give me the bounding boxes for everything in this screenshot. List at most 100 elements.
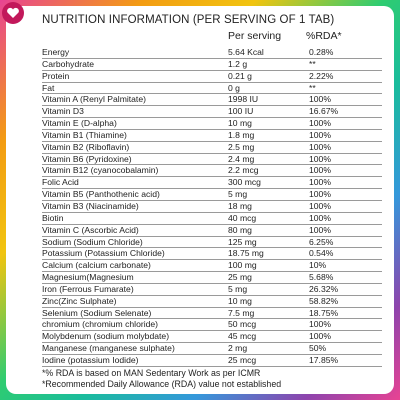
- table-row: Vitamin C (Ascorbic Acid) 80 mg 100%: [42, 225, 382, 237]
- table-row: Magnesium(Magnesium 25 mg 5.68%: [42, 272, 382, 284]
- per-serving-value: 80 mg: [228, 224, 252, 235]
- per-serving-value: 25 mg: [228, 272, 252, 283]
- rda-percent: 100%: [309, 200, 331, 211]
- rda-percent: 100%: [309, 129, 331, 140]
- rda-percent: 100%: [309, 94, 331, 105]
- rda-percent: 100%: [309, 331, 331, 342]
- per-serving-value: 0.21 g: [228, 70, 252, 81]
- per-serving-value: 40 mcg: [228, 212, 257, 223]
- nutrient-name: Vitamin B5 (Panthothenic acid): [42, 189, 160, 200]
- rda-percent: 2.22%: [309, 70, 334, 81]
- table-row: chromium (chromium chloride) 50 mcg 100%: [42, 319, 382, 332]
- per-serving-value: 10 mg: [228, 295, 252, 306]
- table-row: Manganese (manganese sulphate) 2 mg 50%: [42, 343, 382, 355]
- nutrient-name: Vitamin B1 (Thiamine): [42, 129, 127, 140]
- table-row: Potassium (Potassium Chloride) 18.75 mg 0.…: [42, 248, 382, 261]
- nutrient-name: Carbohydrate: [42, 58, 95, 69]
- nutrient-name: Vitamin B6 (Pyridoxine): [42, 153, 132, 164]
- rda-percent: 100%: [309, 177, 331, 188]
- nutrient-name: Folic Acid: [42, 177, 79, 188]
- table-row: Vitamin B6 (Pyridoxine) 2.4 mg 100%: [42, 154, 382, 166]
- rda-percent: 16.67%: [309, 106, 339, 117]
- rda-percent: 100%: [309, 319, 331, 330]
- rda-percent: 17.85%: [309, 354, 339, 365]
- table-row: Vitamin B2 (Riboflavin) 2.5 mg 100%: [42, 142, 382, 154]
- rda-percent: 50%: [309, 343, 327, 354]
- table-row: Vitamin D3 100 IU 16.67%: [42, 106, 382, 119]
- per-serving-value: 18 mg: [228, 200, 252, 211]
- nutrient-name: Energy: [42, 47, 70, 57]
- per-serving-value: 5 mg: [228, 283, 248, 294]
- table-row: Molybdenum (sodium molybdate) 45 mcg 100%: [42, 331, 382, 344]
- nutrient-name: Protein: [42, 70, 70, 81]
- per-serving-value: 7.5 mg: [228, 307, 255, 318]
- table-row: Protein 0.21 g 2.22%: [42, 71, 382, 83]
- rda-percent: **: [309, 82, 316, 93]
- table-row: Vitamin B3 (Niacinamide) 18 mg 100%: [42, 201, 382, 213]
- column-header-row: Per serving %RDA*: [42, 30, 382, 44]
- rda-percent: 10%: [309, 260, 327, 271]
- table-title: NUTRITION INFORMATION (PER SERVING OF 1 …: [42, 14, 335, 26]
- rda-percent: 100%: [309, 118, 331, 129]
- rda-percent: 100%: [309, 153, 331, 164]
- table-row: Vitamin B1 (Thiamine) 1.8 mg 100%: [42, 130, 382, 142]
- table-row: Vitamin A (Renyl Palmitate) 1998 IU 100%: [42, 94, 382, 107]
- nutrient-name: Zinc(Zinc Sulphate): [42, 295, 117, 306]
- per-serving-value: 25 mcg: [228, 354, 257, 365]
- rda-percent: 100%: [309, 141, 331, 152]
- rda-percent: 6.25%: [309, 236, 334, 247]
- per-serving-value: 2.5 mg: [228, 141, 255, 152]
- column-header-serving: Per serving: [228, 30, 282, 42]
- per-serving-value: 2 mg: [228, 343, 248, 354]
- rda-percent: 18.75%: [309, 307, 339, 318]
- heart-icon: [7, 7, 19, 18]
- nutrient-name: Iodine (potassium Iodide): [42, 354, 139, 365]
- rda-percent: 100%: [309, 189, 331, 200]
- nutrition-panel: NUTRITION INFORMATION (PER SERVING OF 1 …: [6, 6, 394, 394]
- nutrient-name: Potassium (Potassium Chloride): [42, 248, 165, 259]
- rda-percent: 0.28%: [309, 47, 334, 57]
- per-serving-value: 10 mg: [228, 118, 252, 129]
- per-serving-value: 100 IU: [228, 106, 254, 117]
- per-serving-value: 100 mg: [228, 260, 257, 271]
- nutrient-name: Vitamin A (Renyl Palmitate): [42, 94, 146, 105]
- table-row: Biotin 40 mcg 100%: [42, 213, 382, 225]
- per-serving-value: 18.75 mg: [228, 248, 264, 259]
- footnote-rda-not-established: *Recommended Daily Allowance (RDA) value…: [42, 379, 282, 389]
- per-serving-value: 2.2 mcg: [228, 165, 259, 176]
- nutrient-name: Vitamin B3 (Niacinamide): [42, 200, 139, 211]
- table-row: Vitamin B5 (Panthothenic acid) 5 mg 100%: [42, 189, 382, 201]
- nutrient-name: chromium (chromium chloride): [42, 319, 159, 330]
- rda-percent: 26.32%: [309, 283, 339, 294]
- per-serving-value: 2.4 mg: [228, 153, 255, 164]
- table-row: Calcium (calcium carbonate) 100 mg 10%: [42, 260, 382, 273]
- nutrition-table: Energy 5.64 Kcal 0.28% Carbohydrate 1.2 g ** P…: [42, 47, 382, 367]
- nutrient-name: Vitamin B12 (cyanocobalamin): [42, 165, 159, 176]
- per-serving-value: 1.2 g: [228, 58, 248, 69]
- nutrient-name: Vitamin B2 (Riboflavin): [42, 141, 130, 152]
- rda-percent: 58.82%: [309, 295, 339, 306]
- rda-percent: 0.54%: [309, 248, 334, 259]
- table-row: Sodium (Sodium Chloride) 125 mg 6.25%: [42, 237, 382, 249]
- nutrient-name: Magnesium(Magnesium: [42, 272, 134, 283]
- table-row: Selenium (Sodium Selenate) 7.5 mg 18.75%: [42, 308, 382, 320]
- nutrient-name: Vitamin D3: [42, 106, 84, 117]
- column-header-rda: %RDA*: [306, 30, 342, 42]
- footnotes: *% RDA is based on MAN Sedentary Work as…: [42, 368, 386, 390]
- table-row: Fat 0 g **: [42, 83, 382, 95]
- nutrient-name: Calcium (calcium carbonate): [42, 260, 151, 271]
- nutrient-name: Selenium (Sodium Selenate): [42, 307, 152, 318]
- nutrient-name: Vitamin E (D-alpha): [42, 118, 117, 129]
- per-serving-value: 5 mg: [228, 189, 248, 200]
- nutrient-name: Fat: [42, 82, 55, 93]
- table-row: Iron (Ferrous Fumarate) 5 mg 26.32%: [42, 284, 382, 296]
- table-row: Energy 5.64 Kcal 0.28%: [42, 47, 382, 59]
- per-serving-value: 300 mcg: [228, 177, 261, 188]
- per-serving-value: 125 mg: [228, 236, 257, 247]
- table-row: Folic Acid 300 mcg 100%: [42, 177, 382, 190]
- per-serving-value: 0 g: [228, 82, 240, 93]
- nutrient-name: Biotin: [42, 212, 64, 223]
- table-row: Carbohydrate 1.2 g **: [42, 59, 382, 71]
- table-row: Iodine (potassium Iodide) 25 mcg 17.85%: [42, 355, 382, 367]
- nutrient-name: Manganese (manganese sulphate): [42, 343, 175, 354]
